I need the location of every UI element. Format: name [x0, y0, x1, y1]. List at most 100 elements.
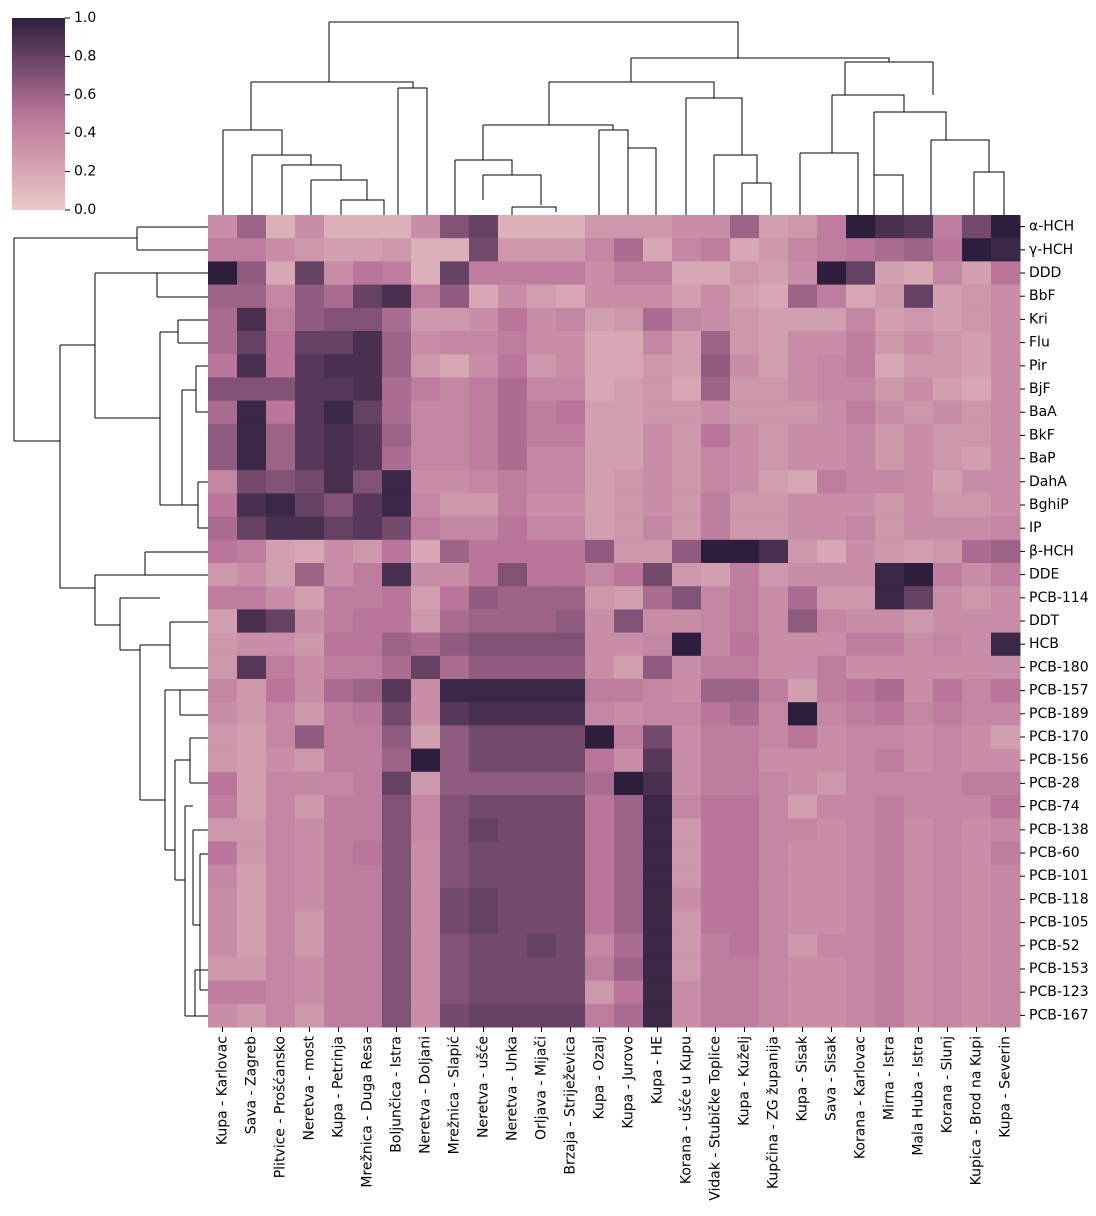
heatmap-cell: [295, 702, 325, 726]
heatmap-cell: [498, 911, 528, 935]
heatmap-cell: [208, 679, 238, 703]
heatmap-cell: [440, 423, 470, 448]
heatmap-cell: [295, 563, 325, 587]
heatmap-cell: [266, 841, 296, 866]
heatmap-cell: [875, 516, 905, 541]
heatmap-cell: [295, 887, 325, 912]
heatmap-cell: [933, 841, 963, 866]
heatmap-cell: [527, 307, 557, 332]
heatmap-cell: [498, 887, 528, 912]
heatmap-cell: [817, 423, 847, 448]
heatmap-cell: [353, 539, 383, 564]
heatmap-cell: [556, 331, 586, 355]
heatmap-cell: [991, 841, 1021, 866]
heatmap-cell: [353, 748, 383, 773]
heatmap-cell: [672, 215, 702, 239]
heatmap-cell: [295, 748, 325, 773]
heatmap-cell: [730, 795, 760, 819]
heatmap-cell: [382, 980, 412, 1005]
heatmap-cell: [411, 609, 441, 634]
heatmap-cell: [585, 261, 615, 286]
heatmap-cell: [556, 702, 586, 726]
heatmap-cell: [295, 655, 325, 680]
heatmap-cell: [498, 980, 528, 1005]
heatmap-cell: [266, 470, 296, 494]
heatmap-cell: [875, 493, 905, 518]
heatmap-cell: [730, 818, 760, 842]
heatmap-cell: [237, 911, 267, 935]
heatmap-cell: [498, 586, 528, 610]
heatmap-cell: [208, 307, 238, 332]
heatmap-cell: [440, 377, 470, 402]
heatmap-cell: [556, 748, 586, 773]
heatmap-cell: [266, 818, 296, 842]
heatmap-cell: [846, 539, 876, 564]
heatmap-cell: [846, 702, 876, 726]
heatmap-cell: [295, 864, 325, 889]
heatmap-cell: [788, 632, 818, 657]
heatmap-cell: [788, 331, 818, 355]
heatmap-cell: [846, 354, 876, 378]
heatmap-cell: [208, 632, 238, 657]
heatmap-cell: [962, 563, 992, 587]
row-label: BaA: [1029, 404, 1057, 420]
heatmap-cell: [614, 841, 644, 866]
heatmap-cell: [208, 1003, 238, 1028]
heatmap-cell: [875, 655, 905, 680]
heatmap-cell: [672, 725, 702, 750]
heatmap-cell: [614, 284, 644, 309]
heatmap-cell: [933, 748, 963, 773]
heatmap-cell: [759, 795, 789, 819]
column-label: Brzaja - Striježevica: [563, 1036, 579, 1175]
heatmap-cell: [904, 1003, 934, 1028]
heatmap-cell: [440, 563, 470, 587]
row-label: PCB-157: [1029, 683, 1089, 699]
heatmap-cell: [440, 470, 470, 494]
row-label: BjF: [1029, 381, 1051, 397]
heatmap-cell: [991, 307, 1021, 332]
heatmap-cell: [295, 609, 325, 634]
heatmap-cell: [991, 586, 1021, 610]
heatmap-cell: [411, 887, 441, 912]
heatmap-cell: [585, 771, 615, 796]
heatmap-cell: [382, 284, 412, 309]
heatmap-cell: [759, 423, 789, 448]
heatmap-cell: [237, 238, 267, 262]
heatmap-cell: [585, 447, 615, 471]
heatmap-cell: [382, 423, 412, 448]
heatmap-cell: [469, 632, 499, 657]
heatmap-cell: [556, 795, 586, 819]
heatmap-cell: [585, 632, 615, 657]
heatmap-cell: [266, 609, 296, 634]
heatmap-cell: [672, 841, 702, 866]
heatmap-cell: [498, 539, 528, 564]
heatmap-cell: [266, 771, 296, 796]
heatmap-cell: [991, 609, 1021, 634]
heatmap-cell: [846, 423, 876, 448]
heatmap-cell: [411, 586, 441, 610]
heatmap-cell: [266, 423, 296, 448]
heatmap-cell: [643, 423, 673, 448]
heatmap-cell: [353, 563, 383, 587]
column-label: Sava - Zagreb: [244, 1036, 260, 1134]
heatmap-cell: [614, 609, 644, 634]
heatmap-cell: [382, 470, 412, 494]
heatmap-cell: [527, 354, 557, 378]
heatmap-cell: [324, 563, 354, 587]
heatmap-cell: [817, 795, 847, 819]
heatmap-cell: [237, 887, 267, 912]
heatmap-cell: [904, 516, 934, 541]
heatmap-cell: [643, 911, 673, 935]
heatmap-cell: [295, 493, 325, 518]
heatmap-cell: [672, 354, 702, 378]
heatmap-cell: [614, 423, 644, 448]
heatmap-cell: [933, 493, 963, 518]
heatmap-cell: [498, 215, 528, 239]
heatmap-cell: [672, 238, 702, 262]
heatmap-cell: [411, 748, 441, 773]
heatmap-cell: [556, 632, 586, 657]
heatmap-cell: [759, 934, 789, 958]
heatmap-cell: [266, 563, 296, 587]
heatmap-cell: [266, 655, 296, 680]
row-label: PCB-180: [1029, 659, 1089, 675]
